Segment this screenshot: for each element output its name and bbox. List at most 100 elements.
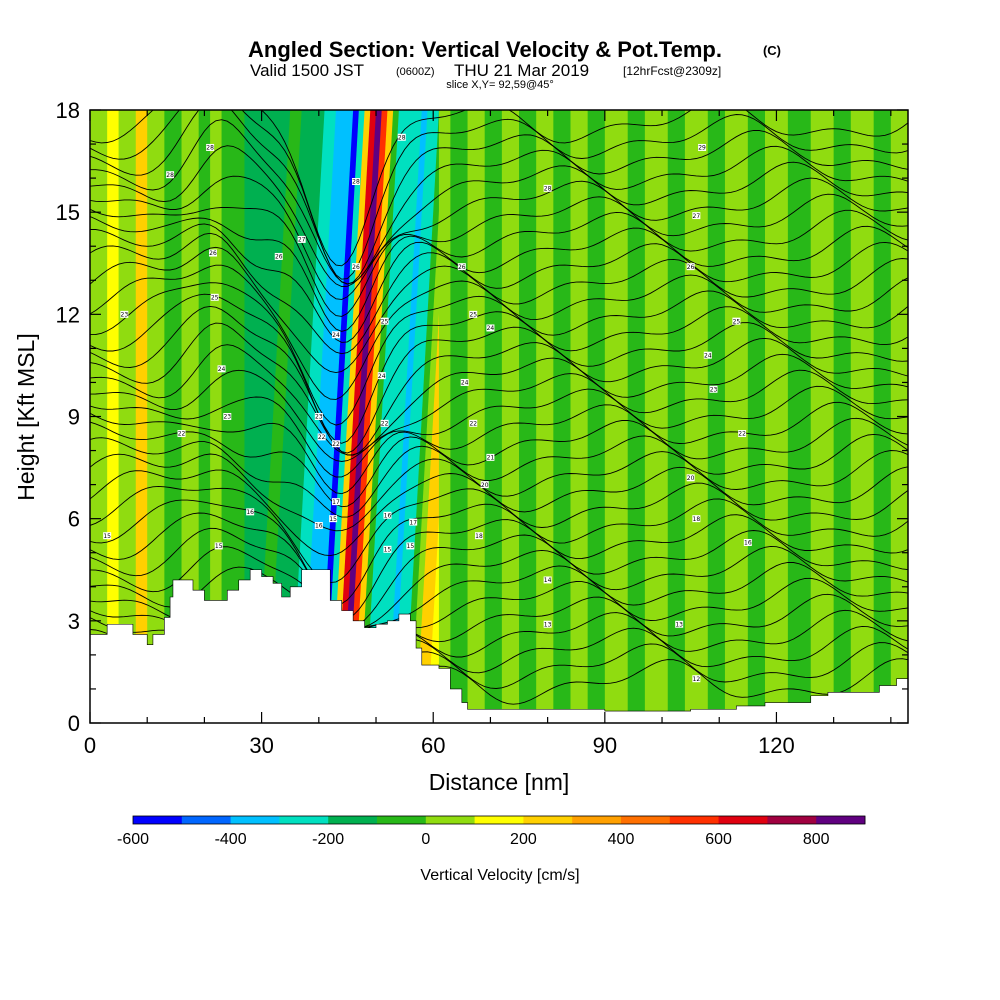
theta-label: 26: [457, 263, 466, 271]
theta-label-text: 16: [246, 509, 254, 516]
theta-contour: [90, 344, 908, 456]
theta-label: 26: [274, 252, 283, 261]
theta-label-text: 24: [487, 325, 495, 332]
x-axis-title: Distance [nm]: [429, 769, 570, 795]
theta-label-text: 26: [352, 264, 360, 271]
y-axis: 0 3 6 9 12 15 18: [56, 98, 908, 736]
y-tick-label: 12: [56, 302, 80, 327]
subtitle-valid: Valid 1500 JST: [250, 61, 364, 80]
y-tick-label: 6: [68, 507, 80, 532]
velocity-band: [347, 110, 389, 723]
colorbar-swatch: [474, 816, 524, 824]
velocity-band: [278, 110, 326, 723]
colorbar-swatch: [279, 816, 329, 824]
colorbar-swatch: [425, 816, 475, 824]
theta-label-bg: [675, 620, 684, 628]
y-tick-label: 9: [68, 405, 80, 430]
theta-contour: [90, 246, 908, 374]
theta-label-text: 28: [352, 179, 360, 186]
theta-label-bg: [686, 474, 695, 482]
velocity-band: [810, 110, 835, 723]
theta-label-bg: [380, 317, 389, 325]
theta-label: 24: [331, 331, 340, 339]
theta-label-bg: [351, 178, 360, 186]
theta-label: 23: [314, 413, 323, 421]
velocity-band: [404, 110, 446, 723]
colorbar-swatch: [230, 816, 280, 824]
title-unit: (C): [763, 43, 781, 58]
velocity-band: [707, 110, 726, 723]
theta-label-bg: [703, 351, 712, 359]
theta-contour: [90, 282, 908, 426]
theta-label-text: 22: [381, 421, 389, 428]
velocity-band: [627, 110, 646, 723]
theta-contour: [90, 110, 908, 285]
theta-label-bg: [543, 576, 552, 584]
colorbar-swatch: [133, 816, 183, 824]
theta-contour: [90, 545, 908, 629]
theta-label-text: 16: [384, 512, 392, 519]
velocity-band: [467, 110, 486, 723]
theta-label-bg: [738, 430, 747, 438]
theta-label-text: 15: [215, 543, 223, 550]
theta-label: 24: [486, 324, 495, 332]
theta-contour: [90, 417, 908, 508]
theta-contour: [90, 466, 908, 557]
theta-label: 13: [543, 620, 552, 628]
theta-label-bg: [274, 252, 283, 260]
velocity-band: [787, 110, 812, 723]
subtitle-forecast: [12hrFcst@2309z]: [623, 64, 721, 78]
theta-label-bg: [314, 413, 323, 420]
theta-label-text: 15: [407, 543, 415, 550]
theta-label: 28: [206, 143, 215, 152]
velocity-band: [255, 110, 303, 723]
theta-label: 17: [331, 498, 340, 506]
terrain-mask: [90, 569, 908, 723]
theta-label-text: 23: [121, 312, 129, 319]
theta-label-text: 27: [298, 237, 306, 244]
colorbar-tick-label: 0: [421, 831, 430, 848]
theta-label: 15: [103, 532, 112, 540]
theta-label: 23: [709, 385, 718, 393]
theta-label-text: 24: [704, 352, 712, 359]
theta-label-bg: [397, 133, 406, 141]
theta-label: 18: [692, 515, 701, 523]
subtitle-date: THU 21 Mar 2019: [454, 61, 589, 80]
theta-label-text: 27: [693, 213, 701, 220]
theta-label: 16: [246, 508, 255, 516]
x-tick-label: 90: [593, 733, 617, 758]
theta-label-text: 16: [744, 540, 752, 547]
theta-label-bg: [692, 515, 701, 523]
theta-label-text: 13: [544, 621, 552, 628]
y-tick-label: 15: [56, 200, 80, 225]
theta-label-bg: [329, 515, 338, 523]
velocity-band: [724, 110, 749, 723]
theta-label-bg: [743, 539, 752, 547]
colorbar-tick-label: 800: [803, 831, 830, 848]
theta-label-bg: [223, 413, 232, 420]
theta-label-bg: [698, 143, 707, 151]
theta-label: 22: [331, 440, 340, 448]
colorbar-tick-label: -400: [215, 831, 247, 848]
theta-label: 16: [314, 521, 323, 530]
theta-label: 26: [686, 263, 695, 271]
velocity-band: [210, 110, 223, 723]
theta-contour: [90, 293, 908, 444]
theta-label-text: 25: [211, 295, 219, 302]
theta-label: 22: [469, 419, 478, 428]
theta-label-bg: [469, 310, 478, 318]
theta-label-text: 15: [329, 516, 337, 523]
colorbar-swatch: [669, 816, 719, 824]
theta-contour: [90, 512, 908, 620]
theta-label-bg: [380, 419, 389, 427]
velocity-band: [484, 110, 503, 723]
theta-label: 16: [383, 511, 392, 519]
theta-label-text: 28: [166, 172, 174, 179]
theta-label-text: 24: [332, 332, 340, 339]
theta-label-text: 23: [710, 386, 718, 393]
theta-contour: [90, 119, 908, 285]
theta-label: 15: [214, 542, 223, 550]
colorbar-tick-label: -600: [117, 831, 149, 848]
theta-label-text: 22: [738, 431, 746, 438]
theta-label-text: 20: [481, 482, 489, 489]
